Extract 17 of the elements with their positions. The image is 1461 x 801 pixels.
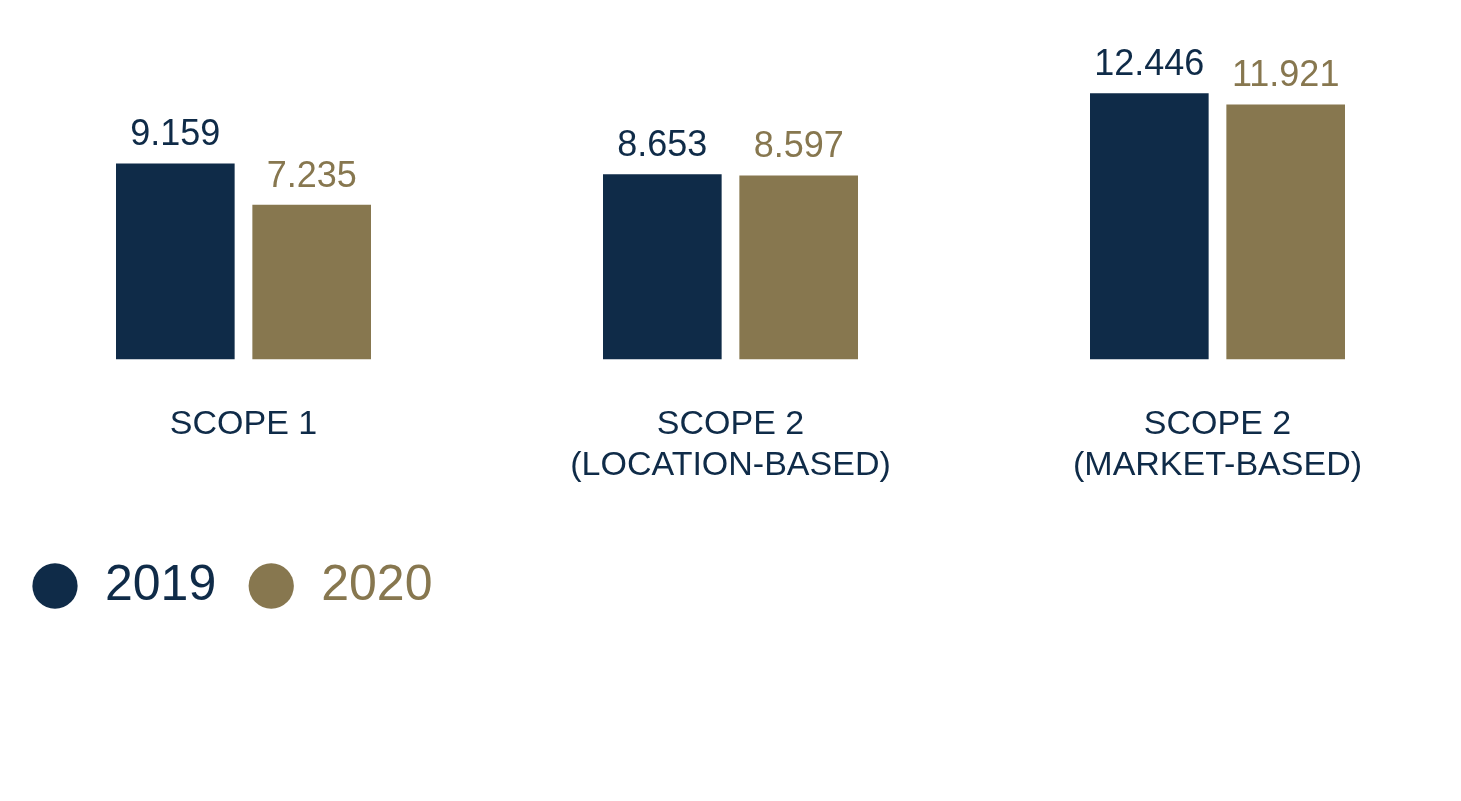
bar xyxy=(739,175,858,360)
bar xyxy=(116,163,235,360)
legend-label: 2020 xyxy=(321,554,433,611)
bar xyxy=(252,204,371,360)
bar xyxy=(1226,104,1345,360)
bar xyxy=(1090,93,1209,360)
legend-label: 2019 xyxy=(105,554,217,611)
x-tick-label: SCOPE 2 (MARKET-BASED) xyxy=(1072,403,1363,482)
data-label: 8.653 xyxy=(617,123,708,165)
data-label: 12.446 xyxy=(1094,42,1205,84)
data-label: 8.597 xyxy=(753,124,844,166)
data-label: 9.159 xyxy=(130,112,221,154)
x-tick-label: SCOPE 2 (LOCATION-BASED) xyxy=(570,403,891,482)
data-label: 7.235 xyxy=(266,153,357,195)
x-tick-label: SCOPE 1 xyxy=(169,403,318,442)
data-label: 11.921 xyxy=(1231,53,1340,95)
bar xyxy=(603,174,722,360)
